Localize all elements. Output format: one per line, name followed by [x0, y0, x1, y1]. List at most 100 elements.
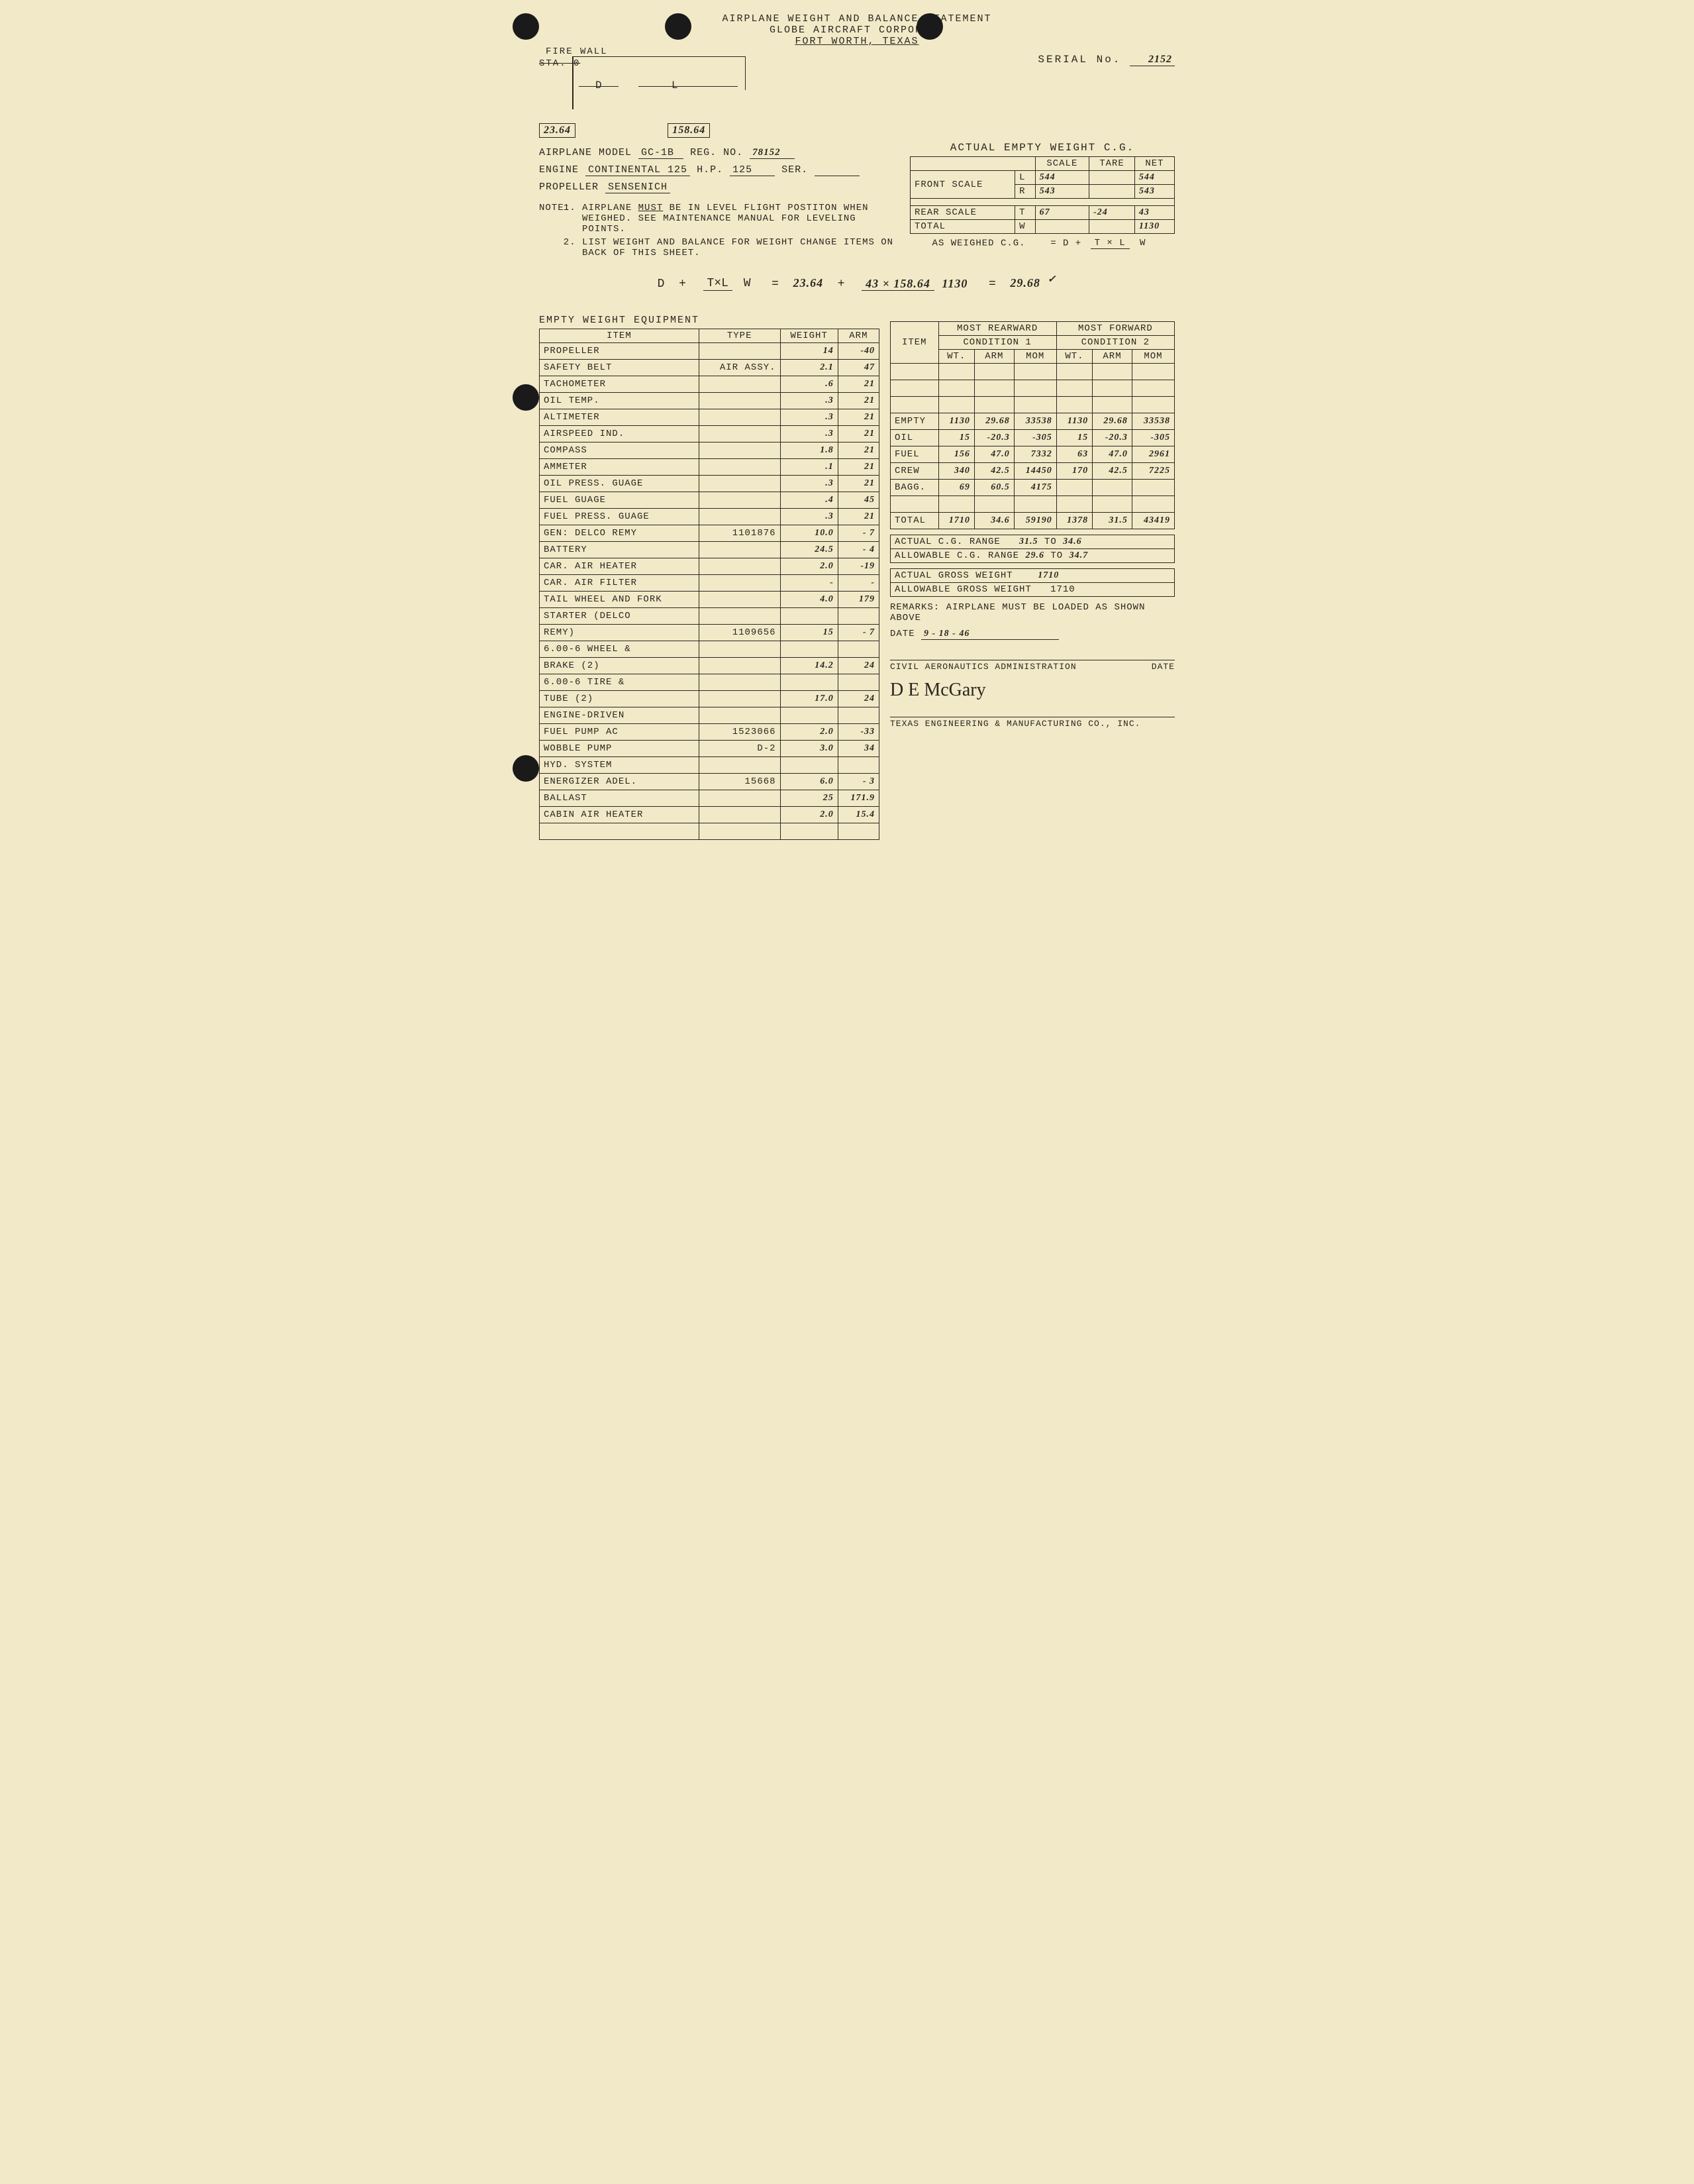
allow-gw-row: ALLOWABLE GROSS WEIGHT 1710 — [891, 583, 1175, 597]
equip-item: FUEL PUMP AC — [540, 724, 699, 741]
ser-label: SER. — [781, 164, 808, 176]
cond-sub1: CONDITION 1 — [938, 336, 1056, 350]
equip-type — [699, 476, 780, 492]
equip-arm: 47 — [838, 360, 879, 376]
prop-label: PROPELLER — [539, 182, 599, 193]
cond-h-fwd: MOST FORWARD — [1056, 322, 1174, 336]
reg-label: REG. NO. — [690, 147, 743, 158]
equip-item: COMPASS — [540, 442, 699, 459]
equip-item: GEN: DELCO REMY — [540, 525, 699, 542]
equip-type — [699, 707, 780, 724]
equip-weight: - — [780, 575, 838, 592]
equip-arm: -40 — [838, 343, 879, 360]
equip-item: CABIN AIR HEATER — [540, 807, 699, 823]
prop-value: SENSENICH — [605, 182, 670, 193]
table-row: TAIL WHEEL AND FORK4.0179 — [540, 592, 879, 608]
table-row: SAFETY BELTAIR ASSY.2.147 — [540, 360, 879, 376]
equip-weight: .3 — [780, 509, 838, 525]
equip-item: FUEL GUAGE — [540, 492, 699, 509]
cg-formula: AS WEIGHED C.G. = D + T × L W — [910, 238, 1175, 249]
equip-item: STARTER (DELCO — [540, 608, 699, 625]
equip-arm: 34 — [838, 741, 879, 757]
table-row: TACHOMETER.621 — [540, 376, 879, 393]
table-row: OIL PRESS. GUAGE.321 — [540, 476, 879, 492]
table-row: FUEL PUMP AC15230662.0-33 — [540, 724, 879, 741]
cond-h-rear: MOST REARWARD — [938, 322, 1056, 336]
equip-type — [699, 459, 780, 476]
equip-arm: 21 — [838, 509, 879, 525]
title-line-1: AIRPLANE WEIGHT AND BALANCE STATEMENT — [539, 13, 1175, 25]
equip-type: 15668 — [699, 774, 780, 790]
cg-row-total: TOTAL W 1130 — [911, 220, 1175, 234]
equip-arm: - 7 — [838, 625, 879, 641]
equip-arm: 24 — [838, 658, 879, 674]
table-row: BATTERY24.5- 4 — [540, 542, 879, 558]
cond-h-item: ITEM — [891, 322, 939, 364]
equip-weight: .1 — [780, 459, 838, 476]
equip-weight: 14 — [780, 343, 838, 360]
punch-hole-icon — [665, 13, 691, 40]
equip-item: TAIL WHEEL AND FORK — [540, 592, 699, 608]
table-row — [540, 823, 879, 840]
equip-item: BRAKE (2) — [540, 658, 699, 674]
model-value: GC-1B — [638, 147, 683, 159]
cond-item: OIL — [891, 430, 939, 446]
cg-table: SCALE TARE NET FRONT SCALE L 544 544 R 5… — [910, 156, 1175, 234]
equip-h-type: TYPE — [699, 329, 780, 343]
equip-weight: 3.0 — [780, 741, 838, 757]
equip-arm: -19 — [838, 558, 879, 575]
cond-total-label: TOTAL — [891, 513, 939, 529]
equip-arm — [838, 641, 879, 658]
page-root: AIRPLANE WEIGHT AND BALANCE STATEMENT GL… — [493, 0, 1201, 866]
cond-item: BAGG. — [891, 480, 939, 496]
table-row: FUEL GUAGE.445 — [540, 492, 879, 509]
table-row: CABIN AIR HEATER2.015.4 — [540, 807, 879, 823]
l-value: 158.64 — [668, 123, 710, 138]
title-line-3: FORT WORTH, TEXAS — [539, 36, 1175, 47]
equip-weight: 2.0 — [780, 558, 838, 575]
table-row: BALLAST 25171.9 — [540, 790, 879, 807]
cg-h-tare: TARE — [1089, 157, 1135, 171]
note-1: AIRPLANE MUST BE IN LEVEL FLIGHT POSTITO… — [582, 203, 897, 234]
cond-item: FUEL — [891, 446, 939, 463]
notes: NOTE: AIRPLANE MUST BE IN LEVEL FLIGHT P… — [539, 203, 897, 261]
table-row: ALTIMETER.321 — [540, 409, 879, 426]
condition-table: ITEM MOST REARWARD MOST FORWARD CONDITIO… — [890, 321, 1175, 529]
equip-item: AIRSPEED IND. — [540, 426, 699, 442]
equip-item: CAR. AIR FILTER — [540, 575, 699, 592]
cg-h-net: NET — [1134, 157, 1174, 171]
equip-arm: 45 — [838, 492, 879, 509]
equip-weight — [780, 757, 838, 774]
equip-type — [699, 608, 780, 625]
allow-cg-row: ALLOWABLE C.G. RANGE 29.6 TO 34.7 — [891, 549, 1175, 563]
table-row: BRAKE (2)14.224 — [540, 658, 879, 674]
punch-hole-icon — [513, 13, 539, 40]
equip-type — [699, 790, 780, 807]
title-line-2: GLOBE AIRCRAFT CORPORATI — [539, 25, 1175, 36]
table-row: REMY)110965615- 7 — [540, 625, 879, 641]
equip-arm: 21 — [838, 476, 879, 492]
equip-type — [699, 442, 780, 459]
table-row: PROPELLER14-40 — [540, 343, 879, 360]
equip-type — [699, 393, 780, 409]
equip-type: 1101876 — [699, 525, 780, 542]
equip-type: D-2 — [699, 741, 780, 757]
table-row: ENGINE-DRIVEN — [540, 707, 879, 724]
equip-item: TACHOMETER — [540, 376, 699, 393]
equip-arm: 171.9 — [838, 790, 879, 807]
equip-weight: 25 — [780, 790, 838, 807]
table-row: 6.00-6 WHEEL & — [540, 641, 879, 658]
equip-h-weight: WEIGHT — [780, 329, 838, 343]
calculation-row: D + T×L W = 23.64 + 43 × 158.64 1130 = 2… — [539, 273, 1175, 291]
equip-arm — [838, 707, 879, 724]
equip-type — [699, 542, 780, 558]
signature: D E McGary — [890, 680, 1175, 701]
equip-weight: .3 — [780, 409, 838, 426]
equip-type — [699, 674, 780, 691]
equip-type: AIR ASSY. — [699, 360, 780, 376]
equip-item: WOBBLE PUMP — [540, 741, 699, 757]
cond-item — [891, 380, 939, 397]
equip-weight — [780, 608, 838, 625]
equip-item: BALLAST — [540, 790, 699, 807]
equip-item: ALTIMETER — [540, 409, 699, 426]
